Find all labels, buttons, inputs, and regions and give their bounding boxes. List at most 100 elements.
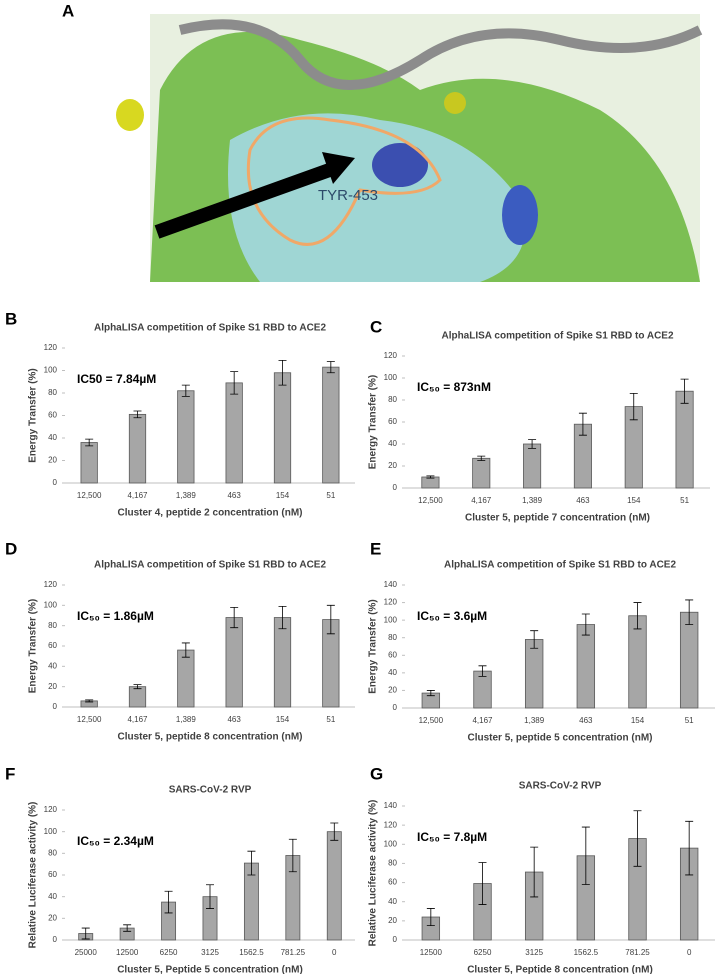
y-tick-label: 60 — [388, 417, 397, 426]
x-tick-label: 51 — [680, 496, 689, 505]
error-bar — [85, 438, 94, 447]
error-bar — [633, 810, 642, 867]
x-axis-label: Cluster 5, peptide 8 concentration (nM) — [117, 732, 302, 743]
bar — [128, 413, 147, 484]
x-tick-label: 4,167 — [127, 491, 148, 500]
y-tick-label: 40 — [388, 897, 397, 906]
y-tick-label: 120 — [384, 598, 398, 607]
x-tick-label: 1,389 — [176, 491, 197, 500]
y-axis-label: Energy Transfer (%) — [28, 599, 39, 693]
x-axis-label: Cluster 5, Peptide 5 concentration (nM) — [117, 965, 303, 974]
y-tick-label: 20 — [48, 682, 57, 691]
x-tick-label: 6250 — [160, 948, 178, 957]
x-tick-label: 12,500 — [77, 491, 102, 500]
bar — [273, 617, 292, 708]
x-tick-label: 51 — [685, 716, 694, 725]
error-bar — [230, 371, 239, 395]
x-tick-label: 12,500 — [77, 715, 102, 724]
x-tick-label: 51 — [326, 715, 335, 724]
x-tick-label: 1,389 — [522, 496, 543, 505]
y-tick-label: 100 — [44, 600, 58, 609]
error-bar — [685, 599, 694, 625]
bar — [128, 686, 147, 708]
y-axis-label: Relative Luciferase activity (%) — [368, 800, 379, 947]
panel-label: B — [5, 309, 17, 328]
y-tick-label: 60 — [48, 870, 57, 879]
y-tick-label: 100 — [384, 615, 398, 624]
y-tick-label: 120 — [44, 580, 58, 589]
error-bar — [578, 412, 587, 436]
x-tick-label: 3125 — [525, 948, 543, 957]
annotation: IC₅₀ = 3.6µM — [417, 609, 487, 623]
error-bar — [680, 378, 689, 404]
y-tick-label: 20 — [48, 913, 57, 922]
y-tick-label: 20 — [388, 686, 397, 695]
panel-label: E — [370, 539, 381, 558]
surface-polar — [228, 113, 525, 282]
error-bar — [278, 359, 287, 386]
bar — [472, 457, 491, 489]
x-tick-label: 1,389 — [176, 715, 197, 724]
bar — [322, 366, 340, 484]
y-tick-label: 20 — [48, 456, 57, 465]
y-tick-label: 40 — [48, 661, 57, 670]
chart-title: AlphaLISA competition of Spike S1 RBD to… — [444, 560, 676, 571]
x-tick-label: 6250 — [474, 948, 492, 957]
panel-label: F — [5, 764, 15, 783]
peptide-loop — [246, 116, 442, 246]
error-bar — [288, 838, 297, 873]
x-tick-label: 25000 — [75, 948, 98, 957]
residue-label: TYR-453 — [318, 187, 378, 204]
y-tick-label: 20 — [388, 461, 397, 470]
x-tick-label: 463 — [227, 491, 241, 500]
error-bar — [85, 699, 94, 703]
bar — [273, 372, 292, 484]
error-bar — [326, 604, 335, 635]
y-tick-label: 0 — [53, 935, 58, 944]
bar — [177, 390, 195, 484]
annotation: IC50 = 7.84µM — [77, 372, 156, 386]
y-tick-label: 100 — [44, 366, 58, 375]
y-tick-label: 40 — [48, 892, 57, 901]
error-bar — [330, 822, 339, 841]
bar — [326, 831, 342, 941]
bar — [225, 617, 243, 708]
y-axis-label: Relative Luciferase activity (%) — [28, 802, 39, 949]
annotation: IC₅₀ = 1.86µM — [77, 609, 154, 623]
x-tick-label: 4,167 — [472, 716, 493, 725]
y-tick-label: 40 — [48, 433, 57, 442]
y-tick-label: 80 — [388, 859, 397, 868]
x-tick-label: 12,500 — [418, 496, 443, 505]
y-tick-label: 20 — [388, 916, 397, 925]
x-tick-label: 1,389 — [524, 716, 545, 725]
y-tick-label: 40 — [388, 439, 397, 448]
x-tick-label: 463 — [576, 496, 590, 505]
bar — [523, 443, 542, 489]
y-tick-label: 80 — [388, 633, 397, 642]
error-bar — [426, 475, 435, 479]
y-tick-label: 60 — [388, 878, 397, 887]
error-bar — [530, 630, 539, 649]
y-tick-label: 80 — [48, 621, 57, 630]
panel-label: A — [62, 1, 74, 20]
y-tick-label: 100 — [384, 839, 398, 848]
bar — [421, 476, 440, 489]
ribbon — [178, 19, 703, 90]
annotation: IC₅₀ = 873nM — [417, 380, 491, 394]
error-bar — [530, 846, 539, 898]
error-bar — [581, 613, 590, 636]
x-tick-label: 781.25 — [625, 948, 650, 957]
chart-title: AlphaLISA competition of Spike S1 RBD to… — [441, 331, 673, 342]
error-bar — [326, 361, 335, 374]
error-bar — [206, 884, 214, 909]
x-tick-label: 154 — [627, 496, 641, 505]
x-tick-label: 0 — [687, 948, 692, 957]
y-tick-label: 120 — [44, 343, 58, 352]
y-axis-label: Energy Transfer (%) — [368, 599, 379, 693]
y-tick-label: 120 — [44, 805, 58, 814]
x-axis-label: Cluster 5, Peptide 8 concentration (nM) — [467, 965, 653, 974]
error-bar — [181, 384, 190, 397]
error-bar — [633, 602, 642, 630]
bar — [576, 624, 596, 709]
